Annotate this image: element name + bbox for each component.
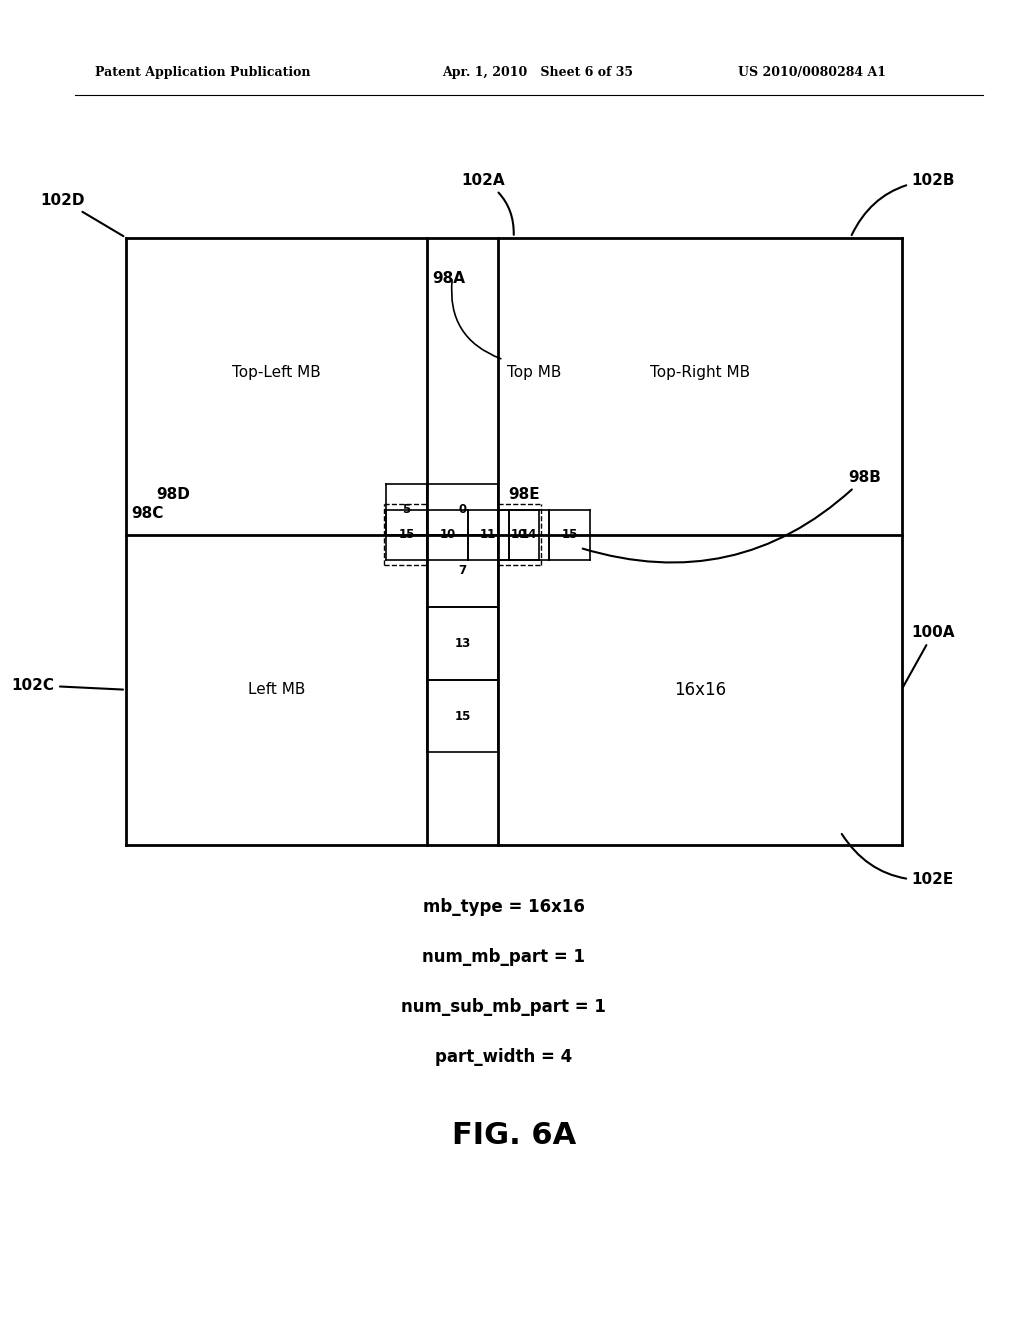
Text: US 2010/0080284 A1: US 2010/0080284 A1: [738, 66, 886, 79]
Text: 10: 10: [511, 528, 527, 541]
Text: 16x16: 16x16: [674, 681, 726, 698]
Text: 100A: 100A: [903, 624, 955, 688]
Text: 15: 15: [398, 528, 415, 541]
Text: Apr. 1, 2010   Sheet 6 of 35: Apr. 1, 2010 Sheet 6 of 35: [442, 66, 633, 79]
Text: Left MB: Left MB: [248, 682, 305, 697]
Text: 102E: 102E: [842, 834, 954, 887]
Text: Top-Right MB: Top-Right MB: [650, 366, 750, 380]
Text: Patent Application Publication: Patent Application Publication: [95, 66, 310, 79]
Text: 98D: 98D: [157, 487, 190, 502]
Text: num_mb_part = 1: num_mb_part = 1: [422, 948, 585, 966]
Text: 11: 11: [480, 528, 497, 541]
Text: 15: 15: [455, 710, 471, 722]
Text: 102B: 102B: [852, 173, 955, 235]
Text: mb_type = 16x16: mb_type = 16x16: [423, 898, 585, 916]
Text: Top-Left MB: Top-Left MB: [232, 366, 321, 380]
Text: 102A: 102A: [461, 173, 514, 235]
Text: num_sub_mb_part = 1: num_sub_mb_part = 1: [401, 998, 606, 1016]
Text: Top MB: Top MB: [507, 366, 561, 380]
Text: 14: 14: [521, 528, 538, 541]
Text: 10: 10: [439, 528, 456, 541]
Text: part_width = 4: part_width = 4: [435, 1048, 572, 1067]
Text: 13: 13: [455, 638, 471, 649]
Text: 15: 15: [561, 528, 578, 541]
Text: 5: 5: [402, 503, 411, 516]
Text: 98E: 98E: [509, 487, 541, 502]
Text: 98A: 98A: [432, 271, 465, 285]
Text: 98C: 98C: [131, 507, 163, 521]
Text: 98B: 98B: [583, 470, 881, 562]
Text: 7: 7: [459, 565, 467, 577]
Text: FIG. 6A: FIG. 6A: [452, 1121, 575, 1150]
Text: 102D: 102D: [41, 193, 124, 236]
Text: 102C: 102C: [11, 677, 123, 693]
Text: 0: 0: [459, 503, 467, 516]
